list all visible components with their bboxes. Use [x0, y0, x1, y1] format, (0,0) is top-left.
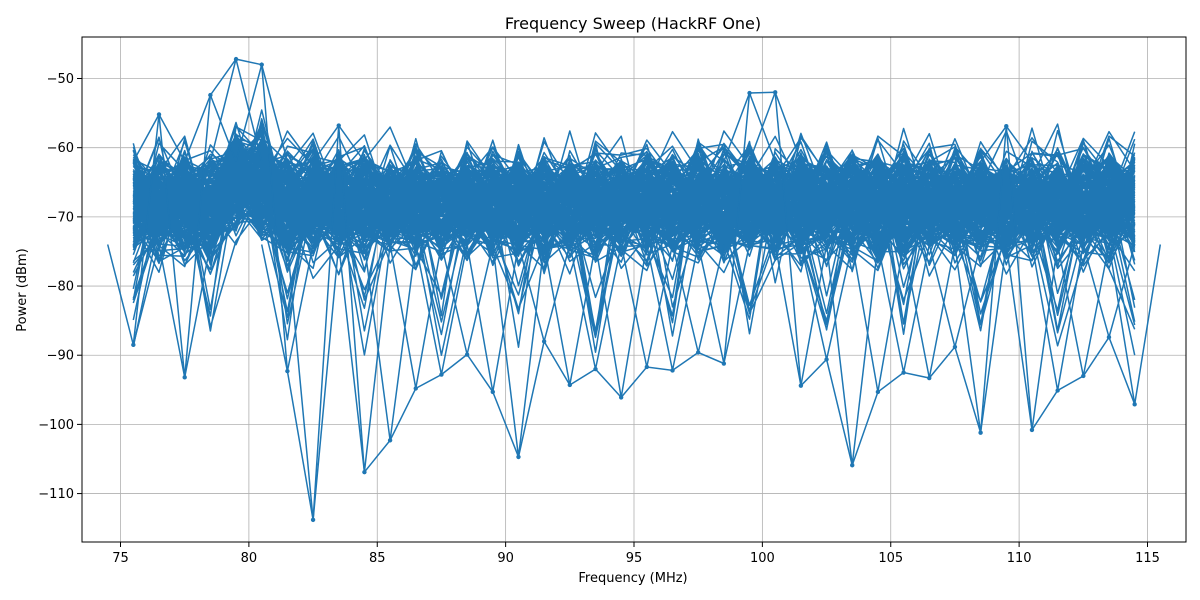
- y-tick-label: −110: [38, 487, 74, 502]
- data-point: [747, 90, 752, 96]
- data-point: [1106, 335, 1112, 340]
- data-point: [901, 370, 906, 375]
- data-point: [721, 361, 727, 366]
- data-point: [490, 389, 495, 395]
- data-point: [208, 92, 213, 98]
- data-point: [233, 56, 239, 62]
- data-point: [1029, 427, 1035, 433]
- data-point: [644, 364, 650, 370]
- y-tick-label: −50: [47, 72, 74, 87]
- x-tick-label: 95: [626, 551, 643, 566]
- data-point: [285, 368, 290, 374]
- data-point: [387, 438, 393, 443]
- sweep-traces: [132, 109, 1136, 356]
- series-line: [132, 58, 1136, 521]
- x-tick-label: 75: [112, 551, 129, 566]
- data-point: [773, 90, 778, 95]
- chart-title: Frequency Sweep (HackRF One): [505, 14, 761, 33]
- x-axis-title: Frequency (MHz): [578, 571, 687, 586]
- x-tick-label: 85: [369, 551, 386, 566]
- data-point: [593, 366, 598, 372]
- data-point: [516, 454, 521, 460]
- data-point: [670, 368, 675, 373]
- x-tick-label: 115: [1135, 551, 1160, 566]
- data-point: [259, 62, 264, 67]
- data-point: [182, 375, 187, 380]
- y-tick-label: −90: [47, 349, 74, 364]
- y-tick-label: −70: [47, 210, 74, 225]
- data-point: [567, 382, 573, 388]
- data-point: [952, 344, 958, 350]
- data-point: [131, 342, 136, 348]
- y-tick-label: −100: [38, 418, 74, 433]
- y-tick-label: −80: [47, 280, 74, 295]
- data-point: [695, 350, 701, 355]
- data-point: [362, 469, 367, 475]
- data-point: [336, 123, 341, 128]
- data-point: [541, 339, 547, 344]
- data-point: [156, 112, 162, 117]
- data-point: [618, 395, 624, 400]
- data-point: [439, 372, 444, 377]
- data-point: [1081, 373, 1086, 379]
- data-point: [1132, 402, 1137, 407]
- data-point: [1055, 388, 1060, 393]
- x-tick-label: 110: [1007, 551, 1032, 566]
- y-axis-title: Power (dBm): [15, 248, 30, 331]
- x-tick-label: 90: [497, 551, 514, 566]
- data-point: [927, 375, 932, 381]
- data-point: [798, 383, 804, 388]
- data-point: [310, 517, 316, 523]
- x-tick-label: 80: [241, 551, 258, 566]
- data-point: [875, 389, 881, 395]
- data-layer: [106, 56, 1162, 523]
- y-tick-label: −60: [47, 141, 74, 156]
- x-tick-label: 100: [750, 551, 775, 566]
- data-point: [850, 463, 855, 468]
- plot-area: [106, 56, 1162, 523]
- data-point: [824, 357, 829, 362]
- data-point: [978, 430, 983, 435]
- x-tick-label: 105: [878, 551, 903, 566]
- data-point: [413, 386, 418, 391]
- data-point: [464, 352, 470, 357]
- axes: 75 80 85 90 95 100 105 110 115 −50 −60 −70 −80 −90 −10…: [38, 36, 1187, 566]
- data-point: [1004, 124, 1009, 129]
